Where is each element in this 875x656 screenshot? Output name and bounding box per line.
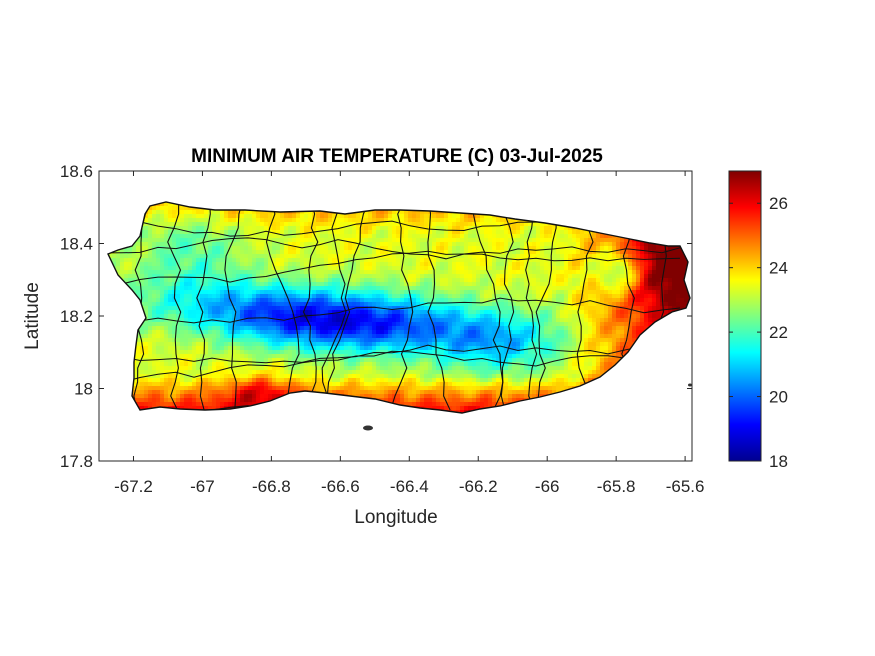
x-axis: -67.2 -67 -66.8 -66.6 -66.4 -66.2 -66 -65.8 -65.… [114, 171, 704, 496]
x-axis-label: Longitude [354, 507, 437, 528]
y-tick-label: 18.4 [60, 235, 93, 254]
colorbar-tick-label: 20 [769, 388, 788, 407]
x-tick-label: -67 [190, 477, 215, 496]
colorbar-ticks: 18 20 22 24 26 [729, 194, 788, 471]
colorbar: 18 20 22 24 26 [728, 170, 788, 471]
coastline [107, 201, 691, 414]
offshore-islets [363, 383, 692, 431]
y-tick-label: 18.2 [60, 307, 93, 326]
y-axis: 18.6 18.4 18.2 18 17.8 [60, 162, 692, 471]
colorbar-tick-label: 18 [769, 452, 788, 471]
x-tick-label: -65.8 [597, 477, 636, 496]
x-tick-label: -66.6 [321, 477, 360, 496]
x-tick-label: -65.6 [666, 477, 705, 496]
y-axis-label: Latitude [22, 282, 43, 350]
colorbar-tick-label: 26 [769, 194, 788, 213]
x-tick-label: -66.2 [459, 477, 498, 496]
x-tick-label: -66 [535, 477, 560, 496]
y-tick-label: 18.6 [60, 162, 93, 181]
colorbar-gradient [728, 170, 762, 462]
x-tick-label: -66.8 [252, 477, 291, 496]
plot-title: MINIMUM AIR TEMPERATURE (C) 03-Jul-2025 [191, 146, 603, 167]
colorbar-tick-label: 24 [769, 259, 788, 278]
y-tick-label: 18 [74, 380, 93, 399]
x-tick-label: -66.4 [390, 477, 429, 496]
colorbar-tick-label: 22 [769, 323, 788, 342]
x-tick-label: -67.2 [114, 477, 153, 496]
y-tick-label: 17.8 [60, 452, 93, 471]
